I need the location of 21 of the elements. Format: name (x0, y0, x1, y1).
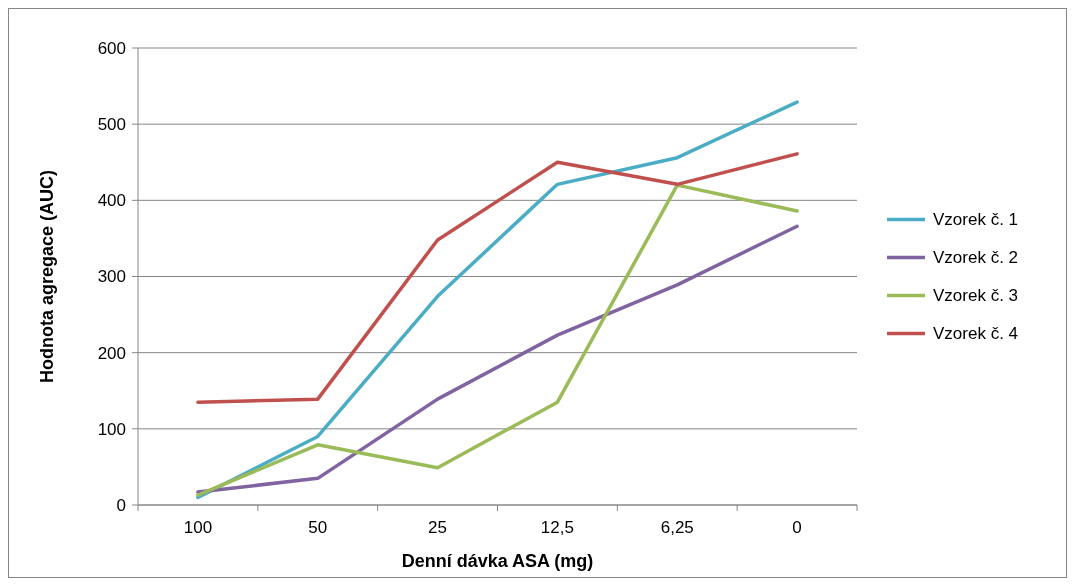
x-tick-label: 6,25 (660, 518, 694, 537)
line-series (196, 152, 799, 404)
x-tick-label: 50 (308, 518, 328, 537)
y-tick-label: 100 (97, 419, 126, 439)
x-tick-label: 100 (183, 518, 213, 537)
x-axis-title: Denní dávka ASA (mg) (401, 551, 594, 571)
y-tick-label: 200 (97, 343, 126, 363)
y-tick-label: 600 (97, 38, 126, 58)
y-tick-label: 0 (116, 495, 126, 515)
y-tick-label: 300 (97, 267, 126, 287)
x-tick-label: 0 (792, 518, 802, 537)
legend-label: Vzorek č. 3 (933, 286, 1019, 306)
y-axis-title: Hodnota agregace (AUC) (37, 169, 57, 384)
x-tick-label: 25 (428, 518, 448, 537)
x-tick-label: 12,5 (540, 518, 574, 537)
y-tick-label: 500 (97, 115, 126, 135)
legend-label: Vzorek č. 2 (933, 248, 1019, 268)
legend-label: Vzorek č. 4 (933, 324, 1019, 344)
line-series (196, 100, 799, 500)
legend-label: Vzorek č. 1 (933, 210, 1019, 230)
y-tick-label: 400 (97, 191, 126, 211)
